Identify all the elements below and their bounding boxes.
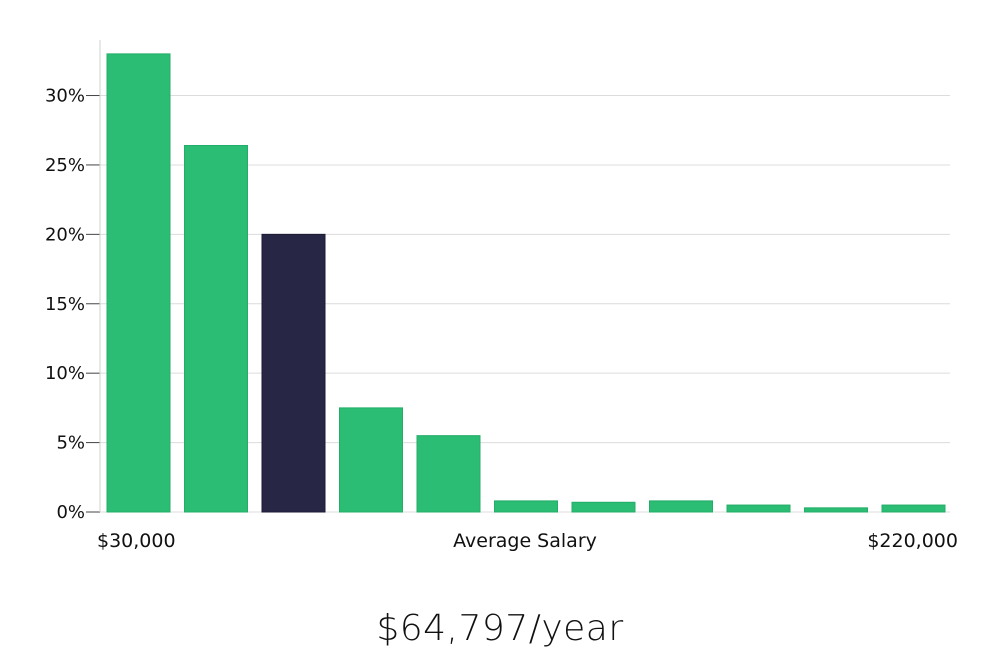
bar xyxy=(339,407,403,513)
y-axis-ticks: 0% 5% 10% 15% 20% 25% 30% xyxy=(45,86,100,523)
bar xyxy=(881,504,946,513)
y-tick-label: 30% xyxy=(45,86,85,107)
y-tick-label: 15% xyxy=(45,294,85,315)
bar xyxy=(494,500,558,513)
y-tick-label: 20% xyxy=(45,224,85,245)
bar-highlighted xyxy=(261,233,326,513)
salary-histogram: 0% 5% 10% 15% 20% 25% 30% $30,000 Average Sala… xyxy=(45,40,958,552)
bar xyxy=(571,501,636,513)
y-tick-label: 10% xyxy=(45,363,85,384)
x-max-label: $220,000 xyxy=(867,530,958,552)
average-salary-value: $64,797/year xyxy=(376,608,624,649)
bars xyxy=(106,53,946,513)
y-tick-label: 25% xyxy=(45,155,85,176)
bar xyxy=(649,500,713,513)
bar xyxy=(726,504,791,513)
bar xyxy=(804,507,868,513)
y-tick-label: 5% xyxy=(56,433,85,454)
histogram-svg: 0% 5% 10% 15% 20% 25% 30% $30,000 Average Sala… xyxy=(45,40,958,552)
bar xyxy=(184,145,248,513)
bar xyxy=(106,53,171,513)
bar xyxy=(416,435,481,513)
x-min-label: $30,000 xyxy=(97,530,176,552)
y-tick-label: 0% xyxy=(56,502,85,523)
x-axis-title: Average Salary xyxy=(453,530,597,552)
